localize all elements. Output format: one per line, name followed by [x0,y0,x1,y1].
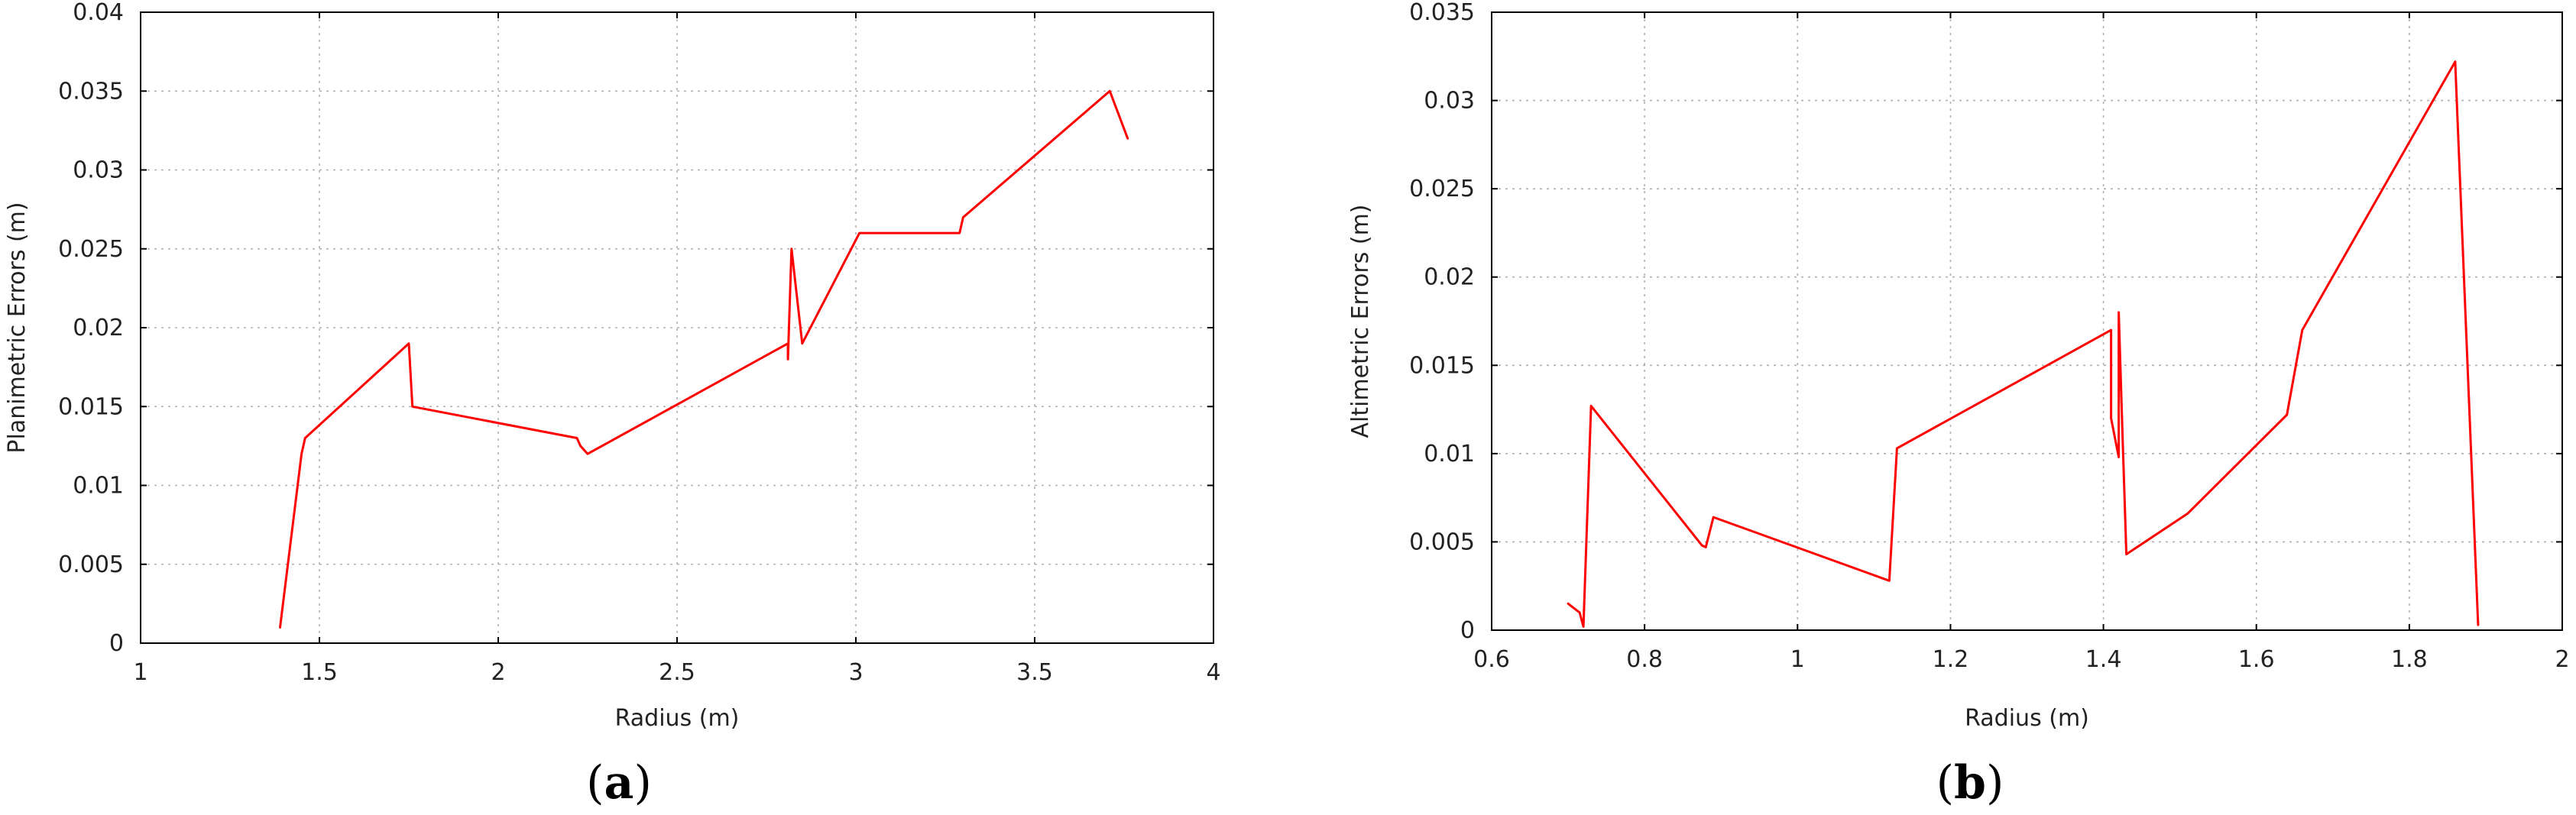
panel-a-x-axis-label: Radius (m) [615,705,740,732]
panel-b-xtick-label-6: 1.8 [2391,646,2428,673]
panel-a-ytick-label-2: 0.01 [73,473,124,500]
panel-a-label: (a) [586,756,652,810]
panel-b-ytick-label-6: 0.03 [1424,88,1475,115]
panel-b-ytick-label-5: 0.025 [1409,176,1475,202]
panel-b-plot-frame [1491,11,2563,631]
panel-b-series-line [1567,60,2480,628]
panel-b-xtick-label-0: 0.6 [1473,646,1510,673]
panel-a-ytick-label-8: 0.04 [73,0,124,26]
panel-b-ytick-label-4: 0.02 [1424,264,1475,291]
panel-a-y-axis-label: Planimetric Errors (m) [4,202,31,453]
panel-a-xtick-label-6: 4 [1206,659,1220,686]
panel-b-x-axis-label: Radius (m) [1965,705,2089,732]
panel-b-xtick-label-5: 1.6 [2238,646,2275,673]
panel-a-xtick-label-4: 3 [848,659,863,686]
panel-b-ytick-label-3: 0.015 [1409,352,1475,379]
panel-b-ytick-label-2: 0.01 [1424,441,1475,467]
panel-b-xtick-label-2: 1 [1790,646,1805,673]
panel-b-xtick-label-7: 2 [2555,646,2569,673]
panel-a-ytick-label-6: 0.03 [73,157,124,184]
panel-a-xtick-label-0: 1 [133,659,147,686]
panel-b-xtick-label-4: 1.4 [2085,646,2122,673]
panel-a-ytick-label-0: 0 [109,630,124,657]
panel-a-ytick-label-7: 0.035 [58,78,124,105]
panel-a-xtick-label-3: 2.5 [659,659,695,686]
panel-a-ytick-label-1: 0.005 [58,551,124,578]
panel-b-xtick-label-1: 0.8 [1626,646,1663,673]
panel-b-y-axis-label: Altimetric Errors (m) [1347,204,1374,438]
panel-b-label: (b) [1936,756,2004,810]
panel-b-ytick-label-7: 0.035 [1409,0,1475,26]
panel-b-ytick-label-1: 0.005 [1409,529,1475,555]
panel-a-ytick-label-3: 0.015 [58,393,124,420]
chart-panel-b: 0.6 0.8 1 1.2 1.4 1.6 1.8 2 0 0.005 0.01 0.015 0.02 0… [1347,0,2570,810]
chart-panel-a: 1 1.5 2 2.5 3 3.5 4 0 0.005 0.01 0.015 0.02 0.025 0.0… [4,0,1221,810]
panel-a-plot-frame [140,11,1214,644]
panel-a-xtick-label-1: 1.5 [301,659,338,686]
panel-a-xtick-label-2: 2 [491,659,505,686]
panel-a-ytick-label-4: 0.02 [73,315,124,341]
panel-a-xtick-label-5: 3.5 [1016,659,1053,686]
panel-a-ytick-label-5: 0.025 [58,236,124,263]
panel-b-xtick-label-3: 1.2 [1933,646,1969,673]
panel-b-ytick-label-0: 0 [1460,617,1475,644]
panel-a-series-line [279,89,1129,629]
